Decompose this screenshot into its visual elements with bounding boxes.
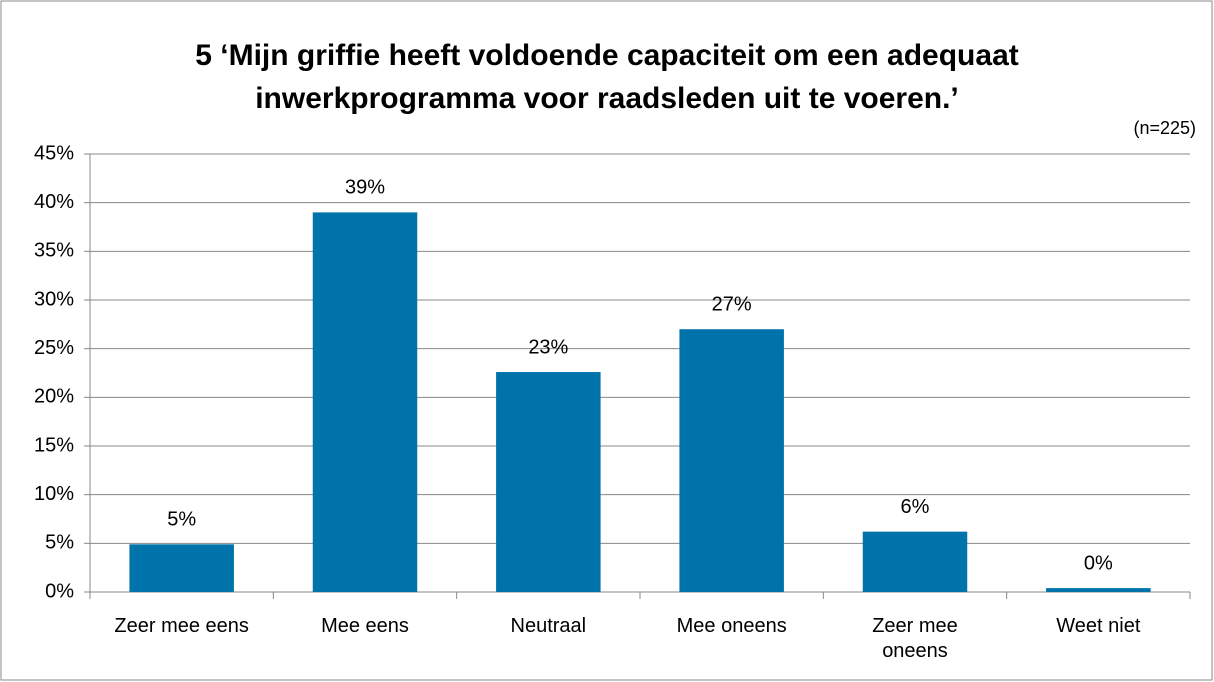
x-tick-label: Neutraal	[510, 615, 587, 637]
x-tick-label: Zeer mee eens	[114, 615, 249, 637]
y-tick-label: 40%	[34, 191, 74, 213]
y-tick-label: 20%	[34, 386, 74, 408]
chart-title: 5 ‘Mijn griffie heeft voldoende capacite…	[195, 39, 1019, 115]
y-tick-label: 45%	[34, 142, 74, 164]
y-tick-label: 30%	[34, 288, 74, 310]
bar	[862, 531, 968, 592]
value-label: 39%	[345, 177, 385, 199]
value-label: 0%	[1084, 552, 1113, 574]
y-tick-label: 35%	[34, 240, 74, 262]
value-label: 23%	[528, 336, 568, 358]
y-tick-label: 0%	[45, 580, 74, 602]
value-label: 5%	[167, 509, 196, 531]
bar	[129, 544, 234, 592]
x-tick-label: Mee oneens	[676, 615, 787, 637]
bar	[496, 372, 601, 592]
y-tick-label: 10%	[34, 483, 74, 505]
x-tick-label: Mee eens	[321, 615, 409, 637]
bar	[312, 212, 418, 592]
bar	[1046, 588, 1151, 592]
x-tick-label: Zeer mee oneens	[872, 615, 958, 662]
chart-subtitle: (n=225)	[1133, 118, 1196, 138]
value-label: 27%	[712, 293, 752, 315]
x-tick-label: Weet niet	[1056, 615, 1141, 637]
y-tick-label: 15%	[34, 434, 74, 456]
value-label: 6%	[901, 496, 930, 518]
y-tick-label: 5%	[45, 532, 74, 554]
y-tick-label: 25%	[34, 337, 74, 359]
bar	[679, 329, 784, 592]
